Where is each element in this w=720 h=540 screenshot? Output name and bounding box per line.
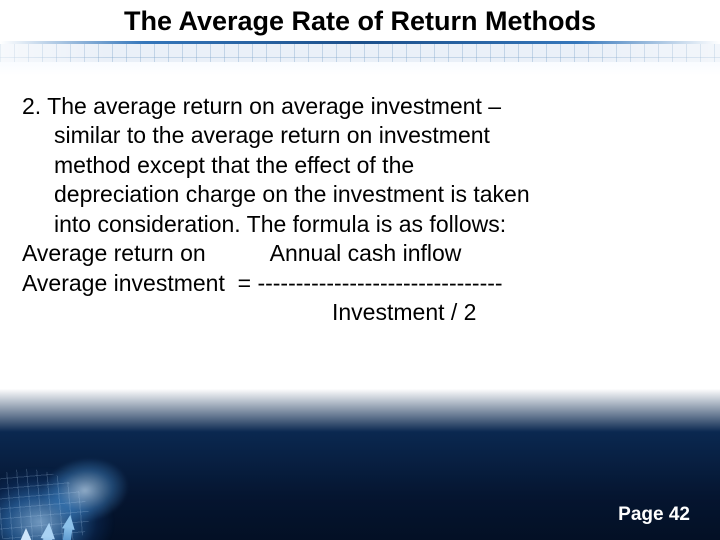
header-grid-band bbox=[0, 44, 720, 62]
body-line: 2. The average return on average investm… bbox=[22, 92, 698, 121]
swirl-glow-small bbox=[23, 430, 157, 539]
decorative-swirl-art bbox=[0, 390, 260, 540]
body-line: similar to the average return on investm… bbox=[22, 121, 698, 150]
formula-line: Average investment = -------------------… bbox=[22, 269, 698, 298]
slide-body: 2. The average return on average investm… bbox=[0, 64, 720, 328]
body-line: into consideration. The formula is as fo… bbox=[22, 210, 698, 239]
swirl-glow bbox=[0, 410, 170, 540]
arrow-cluster-icon bbox=[8, 438, 118, 528]
body-line: depreciation charge on the investment is… bbox=[22, 180, 698, 209]
presentation-slide: The Average Rate of Return Methods 2. Th… bbox=[0, 0, 720, 540]
formula-line: Investment / 2 bbox=[22, 298, 698, 327]
page-number: Page 42 bbox=[618, 504, 690, 526]
slide-header: The Average Rate of Return Methods bbox=[0, 0, 720, 64]
body-line: method except that the effect of the bbox=[22, 151, 698, 180]
header-grid-glow bbox=[0, 44, 720, 62]
grid-sphere-icon bbox=[0, 457, 98, 540]
slide-title: The Average Rate of Return Methods bbox=[0, 6, 720, 41]
formula-line: Average return on Annual cash inflow bbox=[22, 239, 698, 268]
